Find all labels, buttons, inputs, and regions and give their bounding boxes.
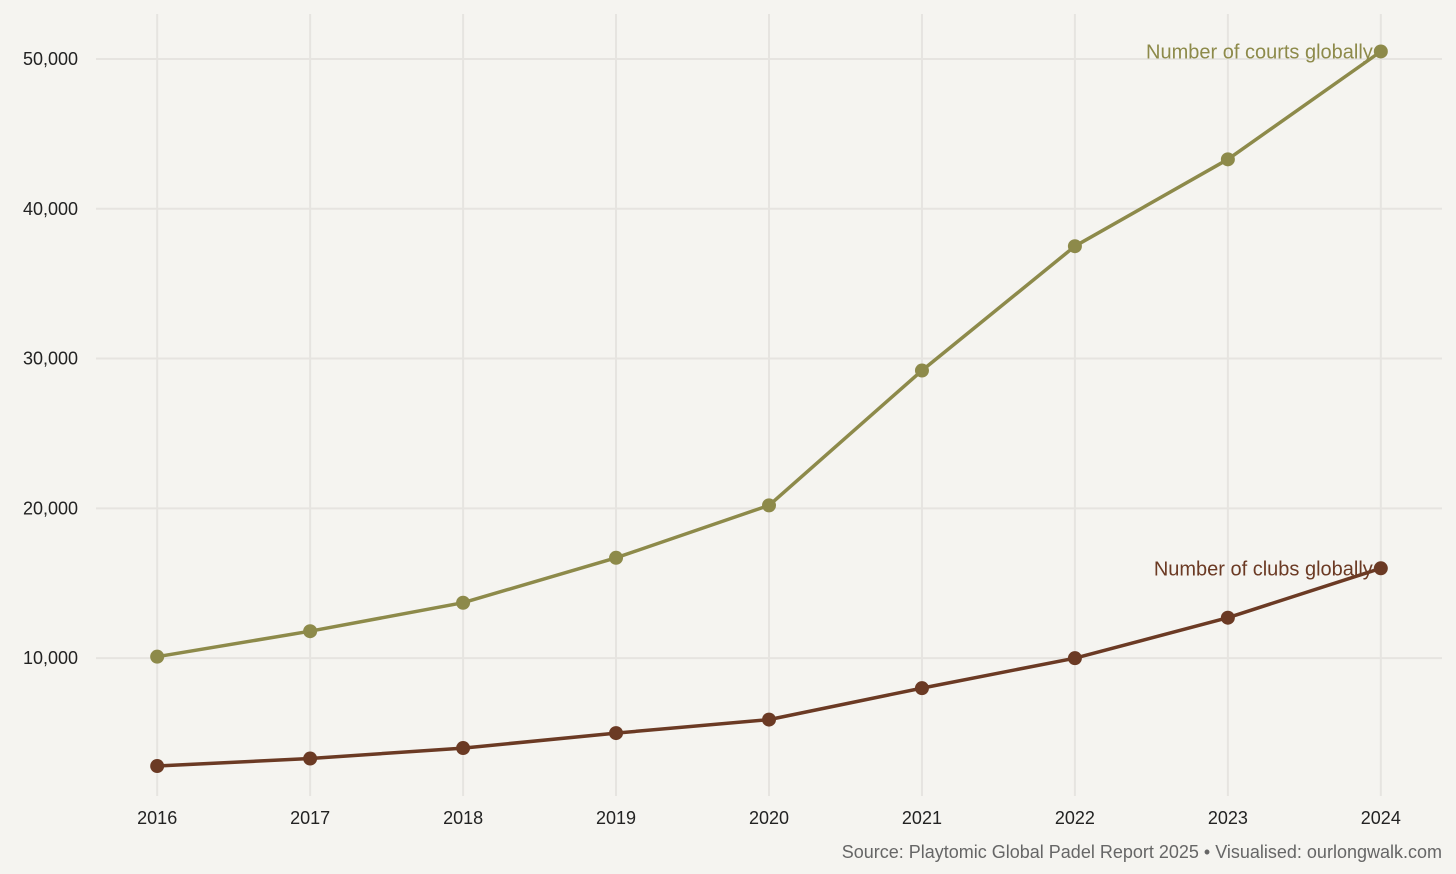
data-point <box>456 595 471 610</box>
source-caption: Source: Playtomic Global Padel Report 20… <box>842 842 1442 862</box>
y-axis-ticks: 10,000 20,000 30,000 40,000 50,000 <box>23 49 78 668</box>
series-layer <box>150 44 1388 774</box>
x-axis-ticks: 2016 2017 2018 2019 2020 2021 2022 2023 2024 <box>137 808 1401 828</box>
data-point <box>762 712 776 727</box>
data-point <box>762 498 776 513</box>
x-tick-label: 2019 <box>596 808 636 828</box>
data-point <box>609 726 624 741</box>
x-tick-label: 2024 <box>1361 808 1401 828</box>
x-tick-label: 2021 <box>902 808 942 828</box>
x-tick-label: 2018 <box>443 808 483 828</box>
series-labels: Number of courts globally Number of clubs… <box>1146 41 1373 580</box>
data-point <box>1220 610 1235 625</box>
series-label: Number of courts globally <box>1146 41 1373 63</box>
data-point <box>303 624 318 639</box>
data-point <box>1373 561 1388 576</box>
x-tick-label: 2017 <box>290 808 330 828</box>
data-point <box>914 681 929 696</box>
data-point <box>456 741 471 756</box>
series-0 <box>150 44 1388 664</box>
x-tick-label: 2016 <box>137 808 177 828</box>
data-point <box>1220 152 1235 167</box>
series-label: Number of clubs globally <box>1154 558 1373 580</box>
data-point <box>609 550 624 565</box>
grid-lines <box>96 14 1442 796</box>
y-tick-label: 50,000 <box>23 49 78 69</box>
data-point <box>1373 44 1388 59</box>
y-tick-label: 30,000 <box>23 349 78 369</box>
y-tick-label: 40,000 <box>23 199 78 219</box>
y-tick-label: 10,000 <box>23 648 78 668</box>
data-point <box>150 649 165 664</box>
data-point <box>303 751 318 766</box>
data-point <box>1067 651 1082 666</box>
x-tick-label: 2020 <box>749 808 789 828</box>
series-1 <box>150 561 1388 774</box>
x-tick-label: 2023 <box>1208 808 1248 828</box>
data-point <box>1067 239 1082 254</box>
data-point <box>150 759 165 774</box>
data-point <box>914 363 929 378</box>
x-tick-label: 2022 <box>1055 808 1095 828</box>
y-tick-label: 20,000 <box>23 498 78 518</box>
